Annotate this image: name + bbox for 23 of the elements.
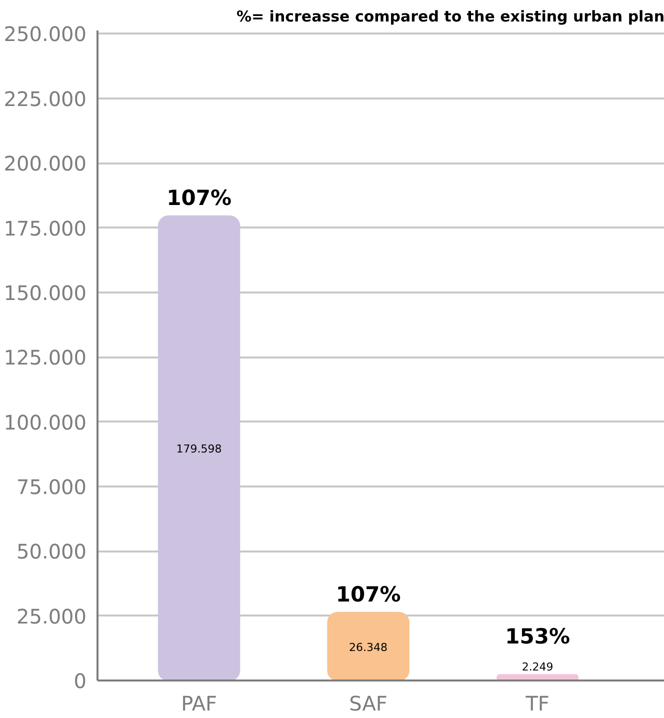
y-tick-label: 125.000 [4, 346, 87, 370]
y-tick-label: 175.000 [4, 216, 87, 240]
annotation: 153% [505, 624, 570, 649]
y-tick-label: 225.000 [4, 86, 87, 111]
y-tick-label: 0 [74, 669, 87, 693]
bar [327, 612, 410, 680]
y-tick-label: 50.000 [16, 540, 87, 564]
y-tick-label: 75.000 [16, 474, 87, 499]
bar [158, 215, 240, 680]
y-tick-label: 100.000 [4, 410, 87, 434]
x-tick-label: PAF [181, 692, 218, 716]
chart-title: %= increasse compared to the existing urban plan [236, 8, 664, 26]
annotation: 107% [166, 186, 232, 210]
y-tick-label: 250.000 [4, 22, 87, 46]
data-label: 179.598 [176, 442, 222, 456]
x-tick-label: SAF [349, 692, 388, 716]
y-tick-label: 150.000 [4, 280, 87, 305]
y-tick-label: 25.000 [16, 604, 87, 628]
data-label: 26.348 [349, 640, 388, 654]
y-tick-label: 200.000 [4, 152, 87, 176]
data-label: 2.249 [522, 660, 554, 674]
x-tick-label: TF [524, 692, 550, 716]
annotation: 107% [336, 582, 401, 606]
